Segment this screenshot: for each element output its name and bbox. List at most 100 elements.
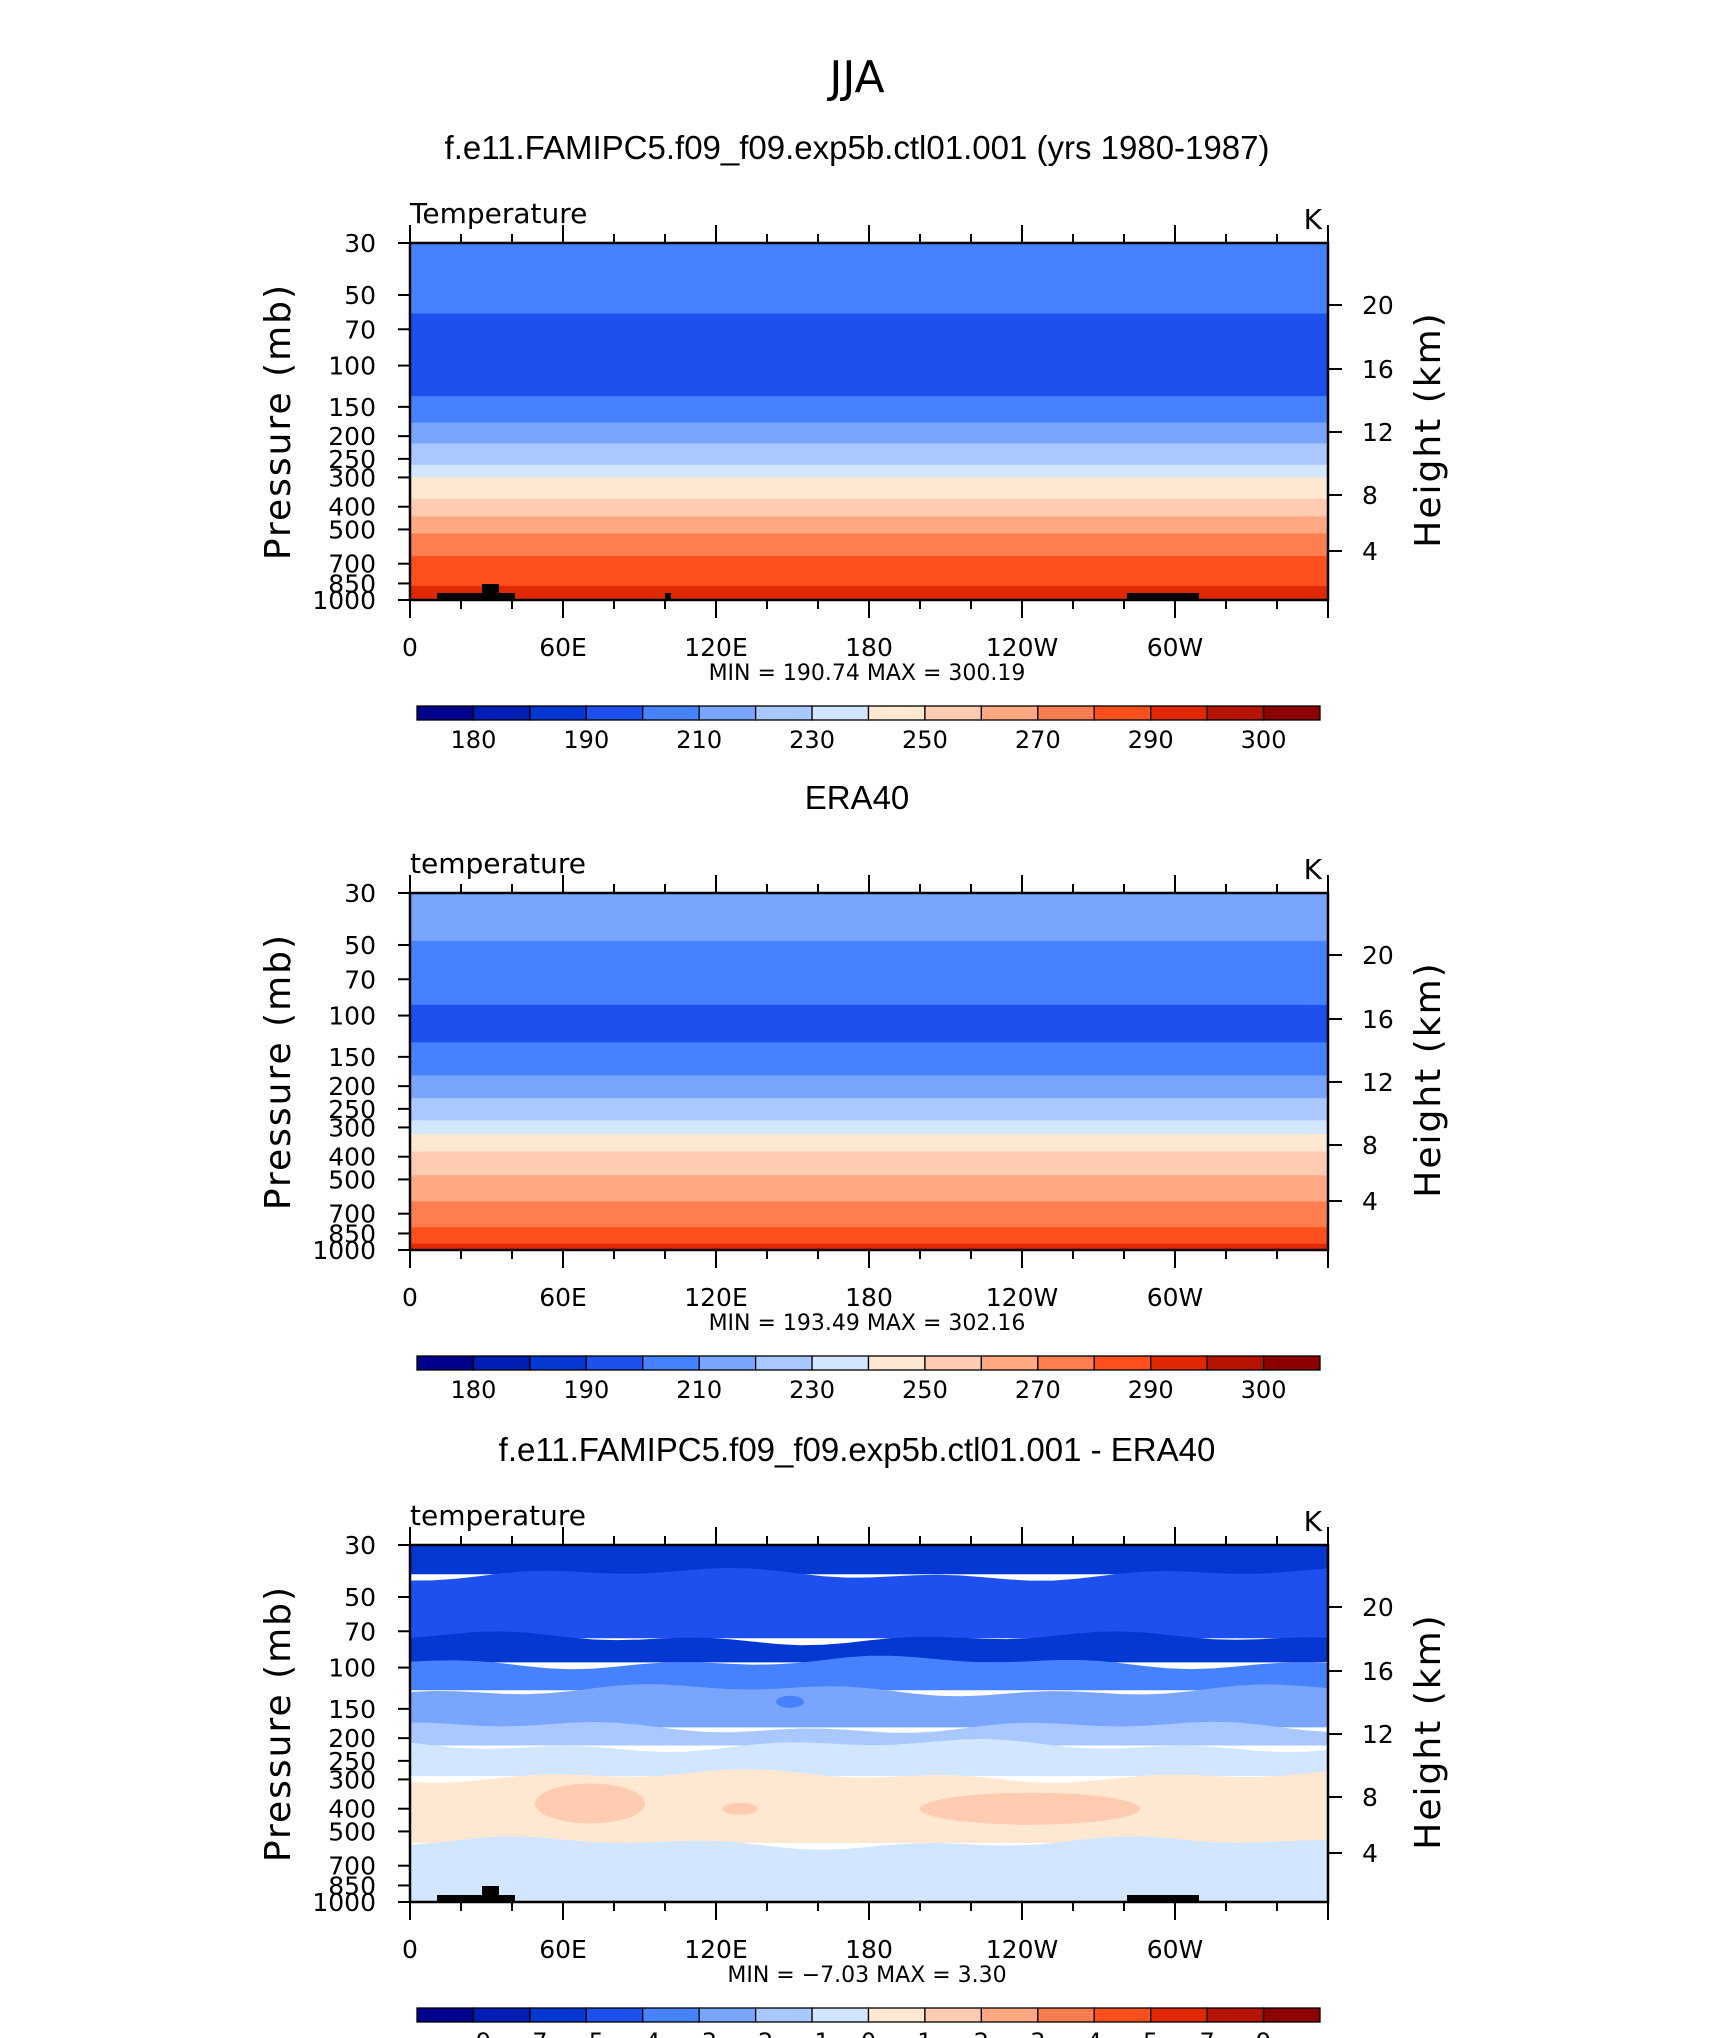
- y-tick-label: 850: [328, 569, 376, 598]
- y-tick-label: 30: [344, 879, 376, 908]
- colorbar-label: −2: [738, 2028, 773, 2038]
- min-max-label: MIN = 190.74 MAX = 300.19: [709, 661, 1026, 686]
- y-tick-label: 300: [328, 1113, 376, 1142]
- colorbar-box: [924, 2007, 983, 2023]
- contour-band: [410, 1655, 1328, 1691]
- colorbar-box: [642, 2007, 700, 2023]
- colorbar-label: 180: [451, 726, 497, 754]
- contour-band: [410, 464, 1328, 479]
- colorbar-label: 0: [861, 2028, 876, 2038]
- colorbar-label: 1: [917, 2028, 932, 2038]
- x-tick-label: 60W: [1147, 633, 1204, 662]
- colorbar-box: [811, 705, 870, 721]
- colorbar-label: 230: [789, 1376, 835, 1404]
- y-tick-label: 100: [328, 352, 376, 381]
- x-tick-label: 0: [402, 1935, 418, 1964]
- colorbar-label: 210: [676, 1376, 722, 1404]
- x-tick-label: 120W: [986, 633, 1058, 662]
- x-tick-label: 120E: [684, 1283, 748, 1312]
- contour-band: [410, 1631, 1328, 1663]
- colorbar-box: [1206, 705, 1265, 721]
- colorbar-box: [698, 1355, 757, 1371]
- contour-band: [410, 893, 1328, 942]
- y2-tick-label: 8: [1362, 1131, 1378, 1160]
- topography: [437, 1895, 515, 1902]
- topography: [1127, 593, 1199, 600]
- colorbar-box: [1093, 2007, 1152, 2023]
- colorbar-box: [754, 1355, 813, 1371]
- y2-tick-label: 20: [1362, 941, 1394, 970]
- contour-band: [410, 277, 1328, 315]
- colorbar-label: 3: [1030, 2028, 1045, 2038]
- colorbar-box: [1037, 2007, 1095, 2023]
- y2-tick-label: 16: [1362, 355, 1394, 384]
- contour-band: [410, 1836, 1328, 1902]
- colorbar-box: [980, 1355, 1039, 1371]
- y-axis-label: Pressure (mb): [258, 933, 299, 1210]
- contour-band: [410, 1175, 1328, 1202]
- colorbar-box: [472, 1355, 531, 1371]
- colorbar-box: [1206, 1355, 1265, 1371]
- x-tick-label: 60E: [539, 1935, 587, 1964]
- y-tick-label: 400: [328, 1795, 376, 1824]
- colorbar-box: [1150, 705, 1208, 721]
- contour-band: [410, 1004, 1328, 1043]
- x-tick-label: 120E: [684, 1935, 748, 1964]
- colorbar-box: [416, 2007, 475, 2023]
- y-tick-label: 200: [328, 1072, 376, 1101]
- cold-anomaly: [776, 1695, 804, 1708]
- warm-anomaly: [722, 1802, 758, 1815]
- colorbar-label: 290: [1128, 726, 1174, 754]
- contour-band: [410, 1738, 1328, 1776]
- colorbar-box: [1093, 1355, 1152, 1371]
- colorbar-box: [980, 2007, 1039, 2023]
- contour-band: [410, 1227, 1328, 1245]
- colorbar-box: [1150, 2007, 1208, 2023]
- y2-tick-label: 4: [1362, 1839, 1378, 1868]
- y2-tick-label: 4: [1362, 1187, 1378, 1216]
- colorbar-box: [1037, 1355, 1095, 1371]
- x-tick-label: 60W: [1147, 1935, 1204, 1964]
- colorbar-box: [472, 705, 531, 721]
- panel-1: f.e11.FAMIPC5.f09_f09.exp5b.ctl01.001 (y…: [258, 129, 1449, 754]
- y-tick-label: 700: [328, 1200, 376, 1229]
- colorbar-box: [1262, 705, 1321, 721]
- units-label: K: [1304, 853, 1323, 886]
- y-tick-label: 70: [344, 965, 376, 994]
- contour-band: [410, 1133, 1328, 1153]
- contour-band: [410, 1098, 1328, 1122]
- colorbar-box: [867, 2007, 926, 2023]
- colorbar-box: [585, 705, 644, 721]
- y-tick-label: 500: [328, 515, 376, 544]
- colorbar-label: −4: [625, 2028, 660, 2038]
- y2-axis-label: Height (km): [1408, 1613, 1449, 1849]
- x-tick-label: 120W: [986, 1283, 1058, 1312]
- y-tick-label: 850: [328, 1871, 376, 1900]
- y-tick-label: 850: [328, 1219, 376, 1248]
- y-tick-label: 1000: [312, 1888, 376, 1917]
- warm-anomaly: [535, 1783, 645, 1824]
- colorbar-box: [585, 2007, 644, 2023]
- y-tick-label: 200: [328, 1724, 376, 1753]
- y2-axis-label: Height (km): [1408, 961, 1449, 1197]
- x-tick-label: 0: [402, 1283, 418, 1312]
- colorbar-label: 290: [1128, 1376, 1174, 1404]
- colorbar-label: 250: [902, 726, 948, 754]
- y-tick-label: 30: [344, 1531, 376, 1560]
- y2-tick-label: 12: [1362, 1068, 1394, 1097]
- contour-band: [410, 556, 1328, 587]
- colorbar-label: 270: [1015, 1376, 1061, 1404]
- colorbar-label: 190: [563, 726, 609, 754]
- units-label: K: [1304, 1505, 1323, 1538]
- y-tick-label: 70: [344, 315, 376, 344]
- colorbar-label: 5: [1143, 2028, 1158, 2038]
- y-tick-label: 50: [344, 281, 376, 310]
- colorbar-box: [867, 1355, 926, 1371]
- colorbar-label: 250: [902, 1376, 948, 1404]
- y-tick-label: 400: [328, 493, 376, 522]
- y-tick-label: 300: [328, 1765, 376, 1794]
- min-max-label: MIN = −7.03 MAX = 3.30: [727, 1963, 1006, 1988]
- x-tick-label: 120E: [684, 633, 748, 662]
- y-tick-label: 100: [328, 1654, 376, 1683]
